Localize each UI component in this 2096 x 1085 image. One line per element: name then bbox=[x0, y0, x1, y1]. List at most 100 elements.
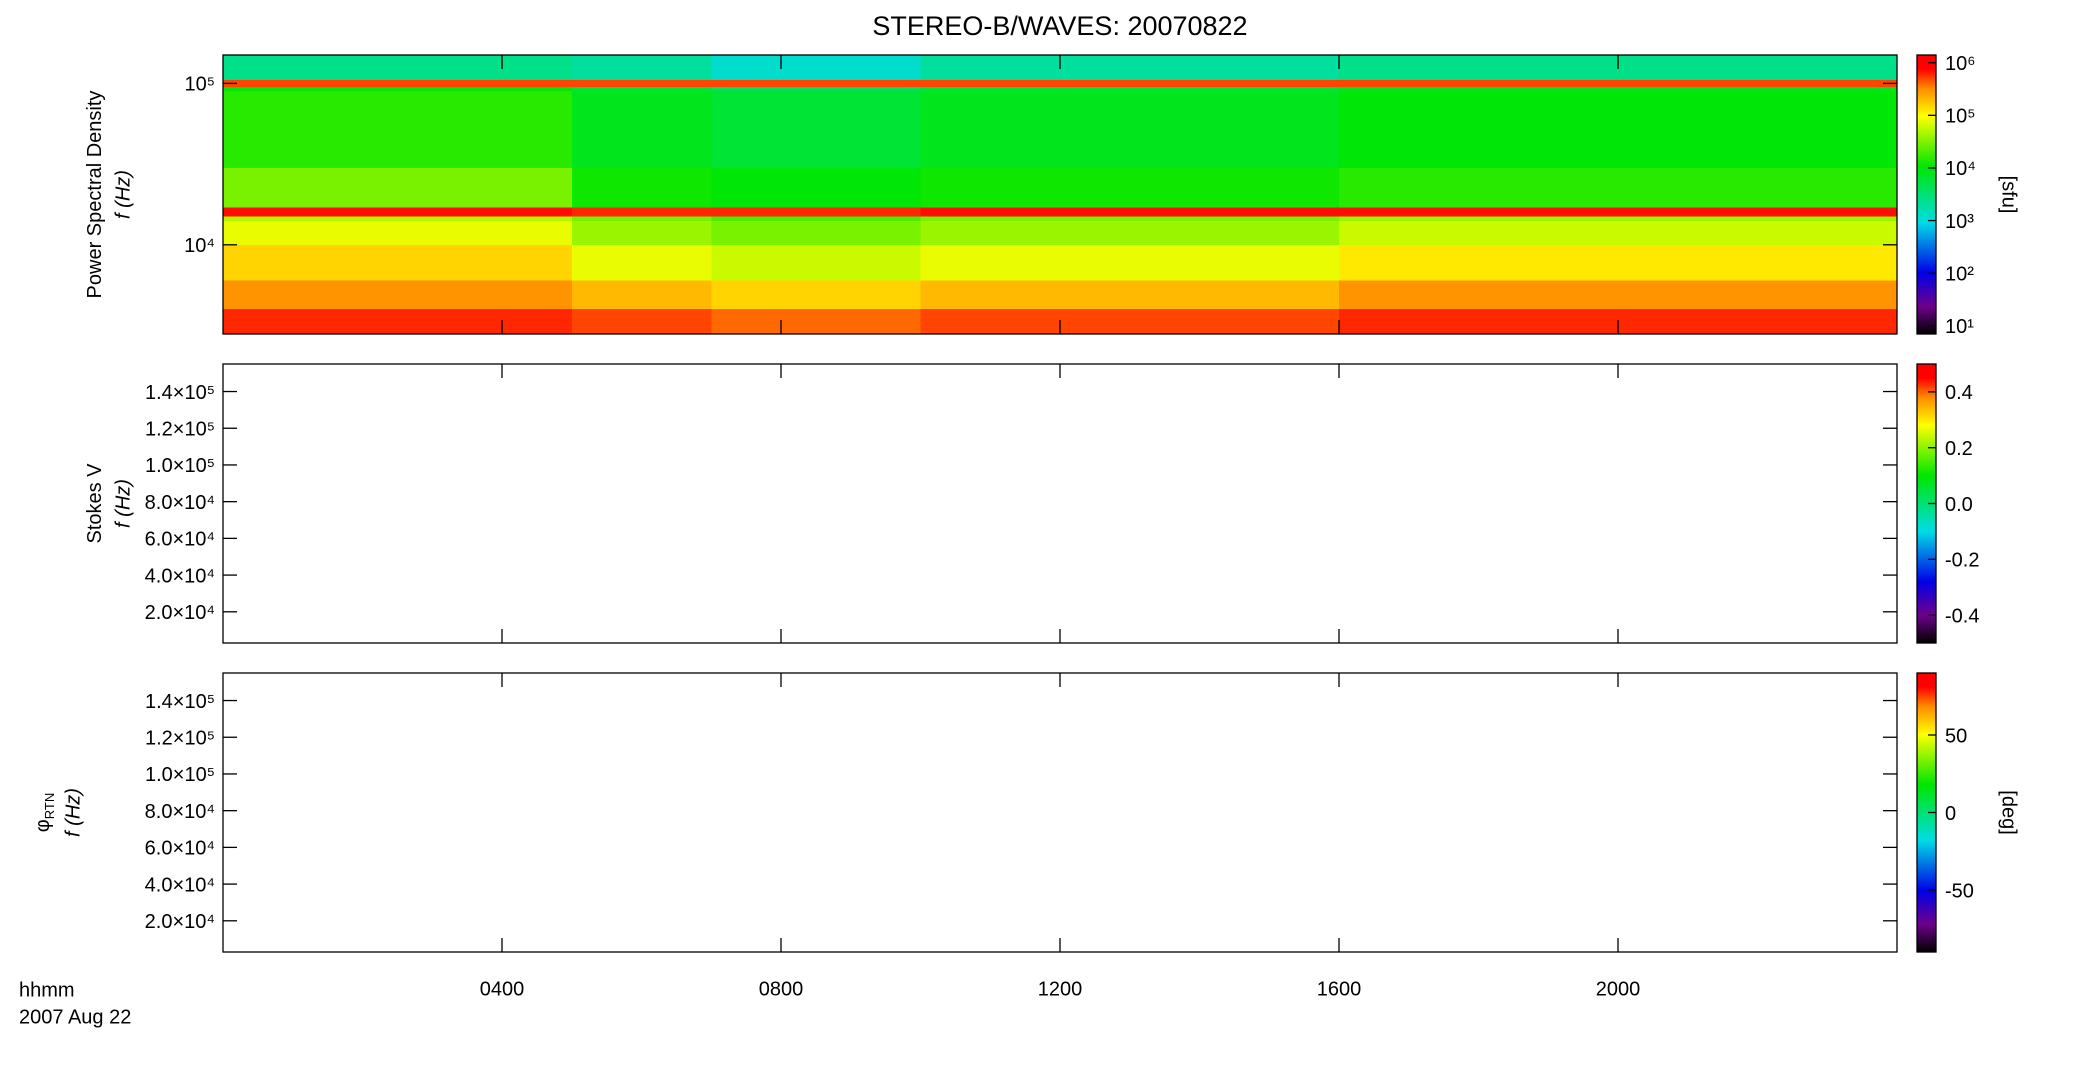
x-axis-label: hhmm bbox=[19, 979, 75, 1001]
colorbar-tick-label: 0 bbox=[1945, 803, 1956, 825]
y-axis-label: Stokes V bbox=[84, 463, 106, 544]
x-axis-date: 2007 Aug 22 bbox=[19, 1006, 131, 1028]
heatmap-cell bbox=[223, 221, 572, 245]
heatmap-cell bbox=[571, 309, 712, 334]
y-tick-label: 4.0×10⁴ bbox=[145, 565, 215, 587]
heatmap-cell bbox=[571, 221, 712, 245]
heatmap-cell bbox=[711, 79, 921, 88]
heatmap-cell bbox=[571, 167, 712, 208]
heatmap-cell bbox=[223, 90, 572, 168]
heatmap-cell bbox=[223, 167, 572, 208]
heatmap-cell bbox=[920, 221, 1339, 245]
heatmap-cell bbox=[711, 309, 921, 334]
colorbar-tick-label: -50 bbox=[1945, 880, 1974, 902]
colorbar-tick-label: 0.2 bbox=[1945, 438, 1973, 460]
heatmap-cell bbox=[711, 167, 921, 208]
heatmap-cell bbox=[711, 207, 921, 217]
heatmap-cell bbox=[571, 280, 712, 310]
colorbar-tick-label: 10¹ bbox=[1945, 316, 1974, 338]
colorbar-tick-label: 10⁵ bbox=[1945, 106, 1976, 128]
heatmap-cell bbox=[223, 87, 572, 91]
colorbar-tick-label: 0.0 bbox=[1945, 494, 1973, 516]
heatmap-cell bbox=[571, 79, 712, 88]
heatmap-cell bbox=[1339, 244, 1897, 281]
heatmap-cell bbox=[920, 87, 1339, 91]
heatmap-cell bbox=[571, 207, 712, 217]
heatmap-cell bbox=[1339, 221, 1897, 245]
y-axis-label-units: f (Hz) bbox=[62, 788, 84, 837]
heatmap-cell bbox=[571, 244, 712, 281]
heatmap-cell bbox=[920, 55, 1339, 80]
colorbar-label: [sfu] bbox=[1998, 176, 2020, 214]
heatmap-cell bbox=[711, 216, 921, 222]
heatmap-cell bbox=[571, 87, 712, 91]
heatmap-cell bbox=[920, 244, 1339, 281]
y-axis-label-units: f (Hz) bbox=[112, 479, 134, 528]
x-tick-label: 0400 bbox=[480, 978, 525, 1000]
heatmap-cell bbox=[711, 221, 921, 245]
colorbar bbox=[1917, 673, 1936, 952]
colorbar-tick-label: -0.2 bbox=[1945, 550, 1979, 572]
heatmap-cell bbox=[223, 55, 572, 80]
y-axis-label-text: Power Spectral Density bbox=[84, 91, 106, 299]
colorbar-tick-label: 10³ bbox=[1945, 211, 1974, 233]
colorbar-frame bbox=[1916, 54, 1937, 335]
colorbar-tick-label: 0.4 bbox=[1945, 382, 1973, 404]
heatmap-cell bbox=[223, 309, 572, 334]
heatmap-cell bbox=[920, 90, 1339, 168]
heatmap-cell bbox=[711, 280, 921, 310]
colorbar-tick-label: 10⁶ bbox=[1945, 53, 1975, 75]
y-tick-label: 1.0×10⁵ bbox=[145, 455, 215, 477]
colorbar-tick-label: 10⁴ bbox=[1945, 158, 1976, 180]
heatmap-cell bbox=[711, 87, 921, 91]
colorbar bbox=[1917, 364, 1936, 643]
x-tick-label: 1200 bbox=[1038, 978, 1083, 1000]
y-axis-label-units: f (Hz) bbox=[112, 170, 134, 219]
heatmap-cell bbox=[711, 90, 921, 168]
y-tick-label: 1.0×10⁵ bbox=[145, 764, 215, 786]
heatmap-cell bbox=[1339, 207, 1897, 217]
heatmap-cell bbox=[223, 79, 572, 88]
colorbar-label: [deg] bbox=[1998, 790, 2020, 834]
plot-frame bbox=[222, 672, 1898, 953]
heatmap-cell bbox=[920, 79, 1339, 88]
heatmap-cell bbox=[1339, 216, 1897, 222]
y-tick-label: 1.2×10⁵ bbox=[145, 419, 215, 441]
y-axis-label-subscript: RTN bbox=[42, 793, 57, 819]
y-tick-label: 8.0×10⁴ bbox=[145, 801, 215, 823]
y-tick-label: 1.4×10⁵ bbox=[145, 691, 215, 713]
y-tick-label: 6.0×10⁴ bbox=[145, 838, 215, 860]
y-tick-label: 10⁴ bbox=[184, 235, 215, 257]
y-axis-label-text: φ bbox=[32, 819, 54, 832]
y-axis-label: φRTN bbox=[32, 793, 57, 832]
y-tick-label: 2.0×10⁴ bbox=[145, 602, 215, 624]
heatmap-cell bbox=[571, 55, 712, 80]
y-tick-label: 1.4×10⁵ bbox=[145, 382, 215, 404]
heatmap-cell bbox=[920, 167, 1339, 208]
colorbar-tick-label: 10² bbox=[1945, 263, 1974, 285]
y-axis-label: Power Spectral Density bbox=[84, 91, 106, 299]
heatmap-cell bbox=[1339, 87, 1897, 91]
heatmap-cell bbox=[223, 280, 572, 310]
y-tick-label: 4.0×10⁴ bbox=[145, 874, 215, 896]
x-tick-label: 2000 bbox=[1596, 978, 1641, 1000]
x-tick-label: 0800 bbox=[759, 978, 804, 1000]
heatmap-cell bbox=[1339, 167, 1897, 208]
heatmap-cell bbox=[920, 280, 1339, 310]
heatmap-cell bbox=[711, 55, 921, 80]
y-tick-label: 8.0×10⁴ bbox=[145, 492, 215, 514]
colorbar bbox=[1917, 55, 1936, 334]
heatmap-cell bbox=[571, 90, 712, 168]
heatmap-cell bbox=[1339, 90, 1897, 168]
heatmap-cell bbox=[920, 216, 1339, 222]
colorbar-tick-label: 50 bbox=[1945, 725, 1967, 747]
chart-title: STEREO-B/WAVES: 20070822 bbox=[872, 11, 1247, 41]
heatmap-cell bbox=[223, 216, 572, 222]
heatmap-cell bbox=[1339, 280, 1897, 310]
heatmap-cell bbox=[571, 216, 712, 222]
heatmap-cell bbox=[711, 244, 921, 281]
x-tick-label: 1600 bbox=[1317, 978, 1362, 1000]
